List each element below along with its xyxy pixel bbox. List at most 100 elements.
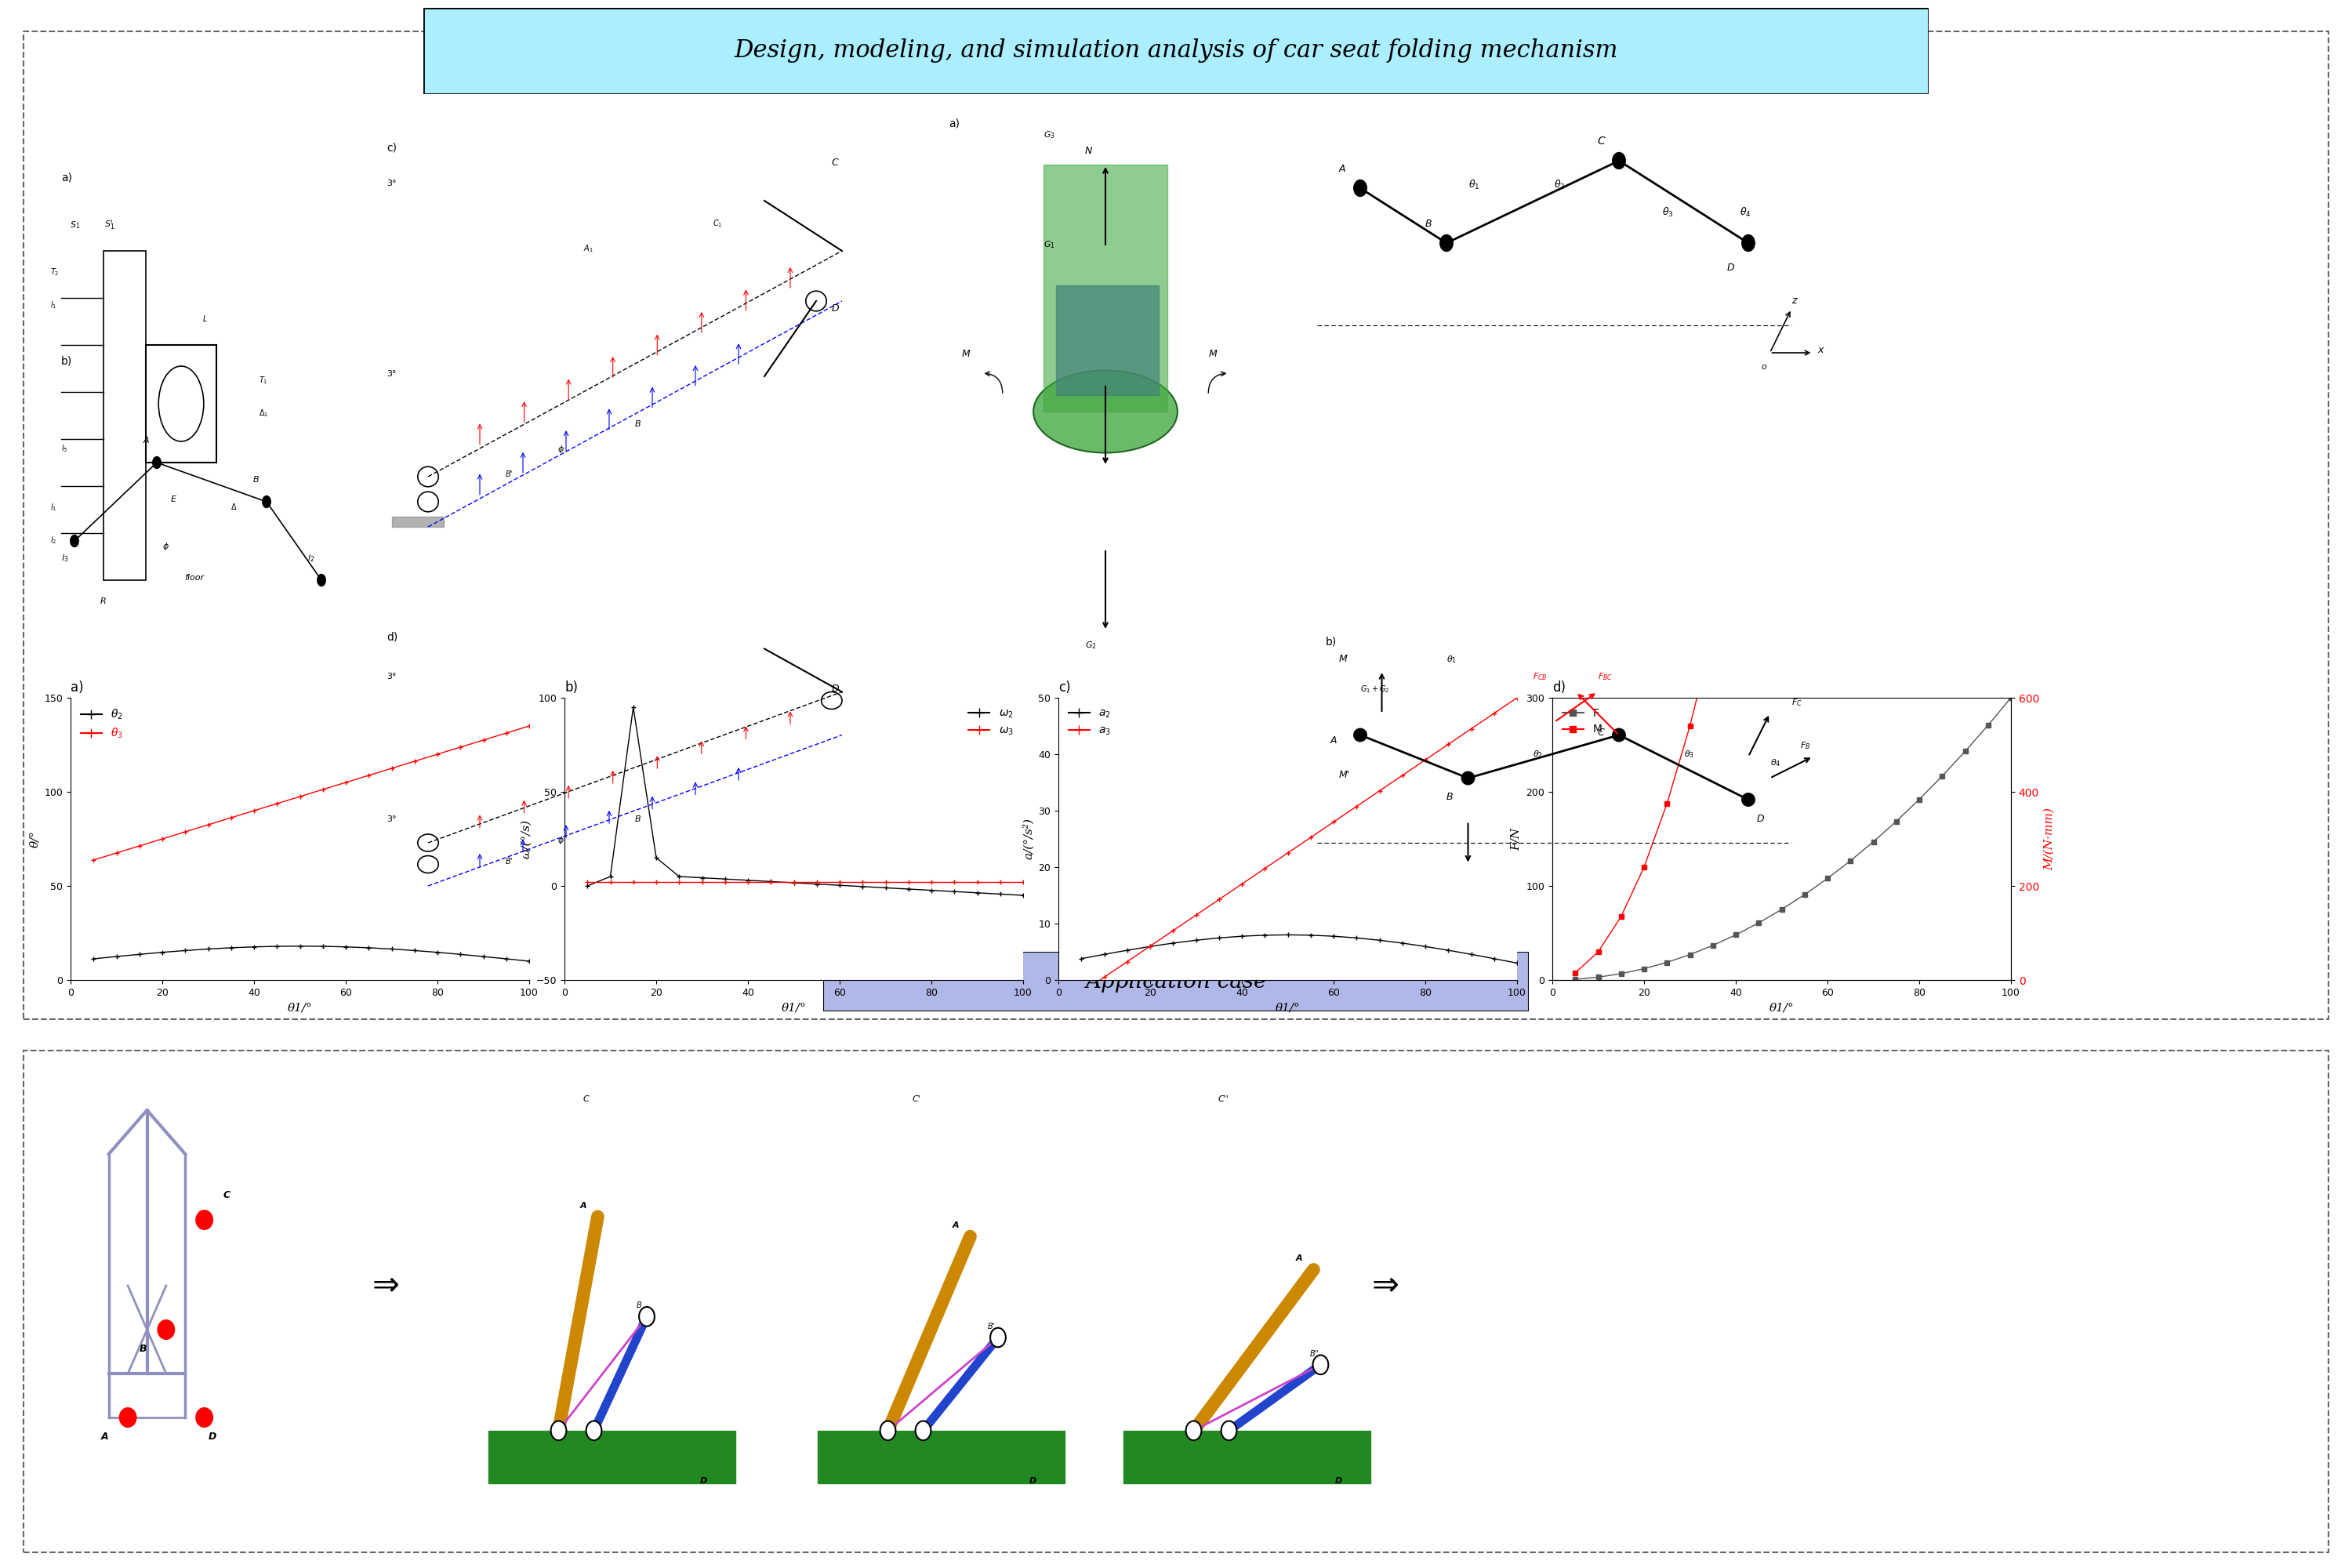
Text: $G_2$: $G_2$ bbox=[1084, 640, 1096, 651]
Text: $l_3$: $l_3$ bbox=[61, 554, 68, 563]
Legend: $\theta_2$, $\theta_3$: $\theta_2$, $\theta_3$ bbox=[75, 702, 127, 745]
Text: C: C bbox=[223, 1190, 230, 1201]
Circle shape bbox=[990, 1328, 1007, 1347]
Text: B: B bbox=[635, 1301, 642, 1309]
Text: $T_2$: $T_2$ bbox=[49, 267, 59, 278]
Text: A: A bbox=[1331, 735, 1336, 746]
Text: $S_1$: $S_1$ bbox=[71, 220, 80, 230]
Text: 3°: 3° bbox=[386, 370, 397, 378]
Y-axis label: F/N: F/N bbox=[1510, 828, 1522, 850]
Text: $F_{BC}$: $F_{BC}$ bbox=[1597, 671, 1613, 682]
Circle shape bbox=[1743, 235, 1755, 251]
Y-axis label: θ/°: θ/° bbox=[28, 831, 40, 847]
Bar bbox=[818, 1430, 1063, 1483]
Text: $\theta_4$: $\theta_4$ bbox=[1769, 757, 1780, 768]
Legend: $a_2$, $a_3$: $a_2$, $a_3$ bbox=[1063, 702, 1115, 742]
Text: 3°: 3° bbox=[386, 179, 397, 187]
Text: x: x bbox=[1818, 345, 1823, 356]
Circle shape bbox=[71, 535, 78, 547]
Text: $C_1$: $C_1$ bbox=[713, 218, 722, 229]
Text: $F_{CB}$: $F_{CB}$ bbox=[1534, 671, 1548, 682]
Circle shape bbox=[1312, 1355, 1329, 1375]
Text: $F_B$: $F_B$ bbox=[1799, 740, 1811, 751]
Text: 3°: 3° bbox=[386, 815, 397, 823]
Text: B': B' bbox=[506, 858, 513, 866]
Text: D: D bbox=[833, 684, 840, 695]
Text: $S_1'$: $S_1'$ bbox=[103, 220, 115, 232]
Text: M': M' bbox=[1338, 770, 1350, 781]
Circle shape bbox=[1613, 152, 1625, 169]
Text: D: D bbox=[207, 1432, 216, 1443]
Text: b): b) bbox=[564, 681, 579, 695]
Text: A: A bbox=[1296, 1254, 1303, 1262]
Bar bbox=[1044, 165, 1167, 411]
Text: $\theta_2$: $\theta_2$ bbox=[1534, 750, 1543, 759]
Text: $F_C$: $F_C$ bbox=[1792, 696, 1802, 707]
Text: $l_2$: $l_2$ bbox=[49, 535, 56, 546]
Text: $\theta_4$: $\theta_4$ bbox=[1740, 205, 1752, 220]
Text: $\theta_2$: $\theta_2$ bbox=[1555, 179, 1566, 191]
Circle shape bbox=[586, 1421, 602, 1441]
Text: $\phi$: $\phi$ bbox=[162, 541, 169, 552]
Bar bbox=[103, 251, 146, 580]
Text: floor: floor bbox=[183, 574, 205, 582]
Text: $\theta_3$: $\theta_3$ bbox=[1684, 750, 1693, 759]
Text: $L$: $L$ bbox=[202, 314, 207, 323]
Text: $G_1+G_2$: $G_1+G_2$ bbox=[1359, 684, 1390, 695]
Text: $\theta_3$: $\theta_3$ bbox=[1663, 205, 1675, 220]
Text: B: B bbox=[1425, 218, 1432, 229]
X-axis label: θ1/°: θ1/° bbox=[287, 1002, 313, 1013]
Circle shape bbox=[1743, 793, 1755, 806]
Text: $l_2$: $l_2$ bbox=[308, 554, 315, 563]
Text: ⇒: ⇒ bbox=[1371, 1270, 1399, 1301]
Text: Design, modeling, and simulation analysis of car seat folding mechanism: Design, modeling, and simulation analysi… bbox=[734, 39, 1618, 63]
Text: $\phi$: $\phi$ bbox=[557, 834, 564, 847]
Circle shape bbox=[195, 1210, 212, 1229]
Bar bbox=[1056, 285, 1160, 395]
Bar bbox=[393, 517, 445, 527]
Text: a): a) bbox=[948, 118, 960, 129]
Circle shape bbox=[120, 1408, 136, 1427]
Y-axis label: ω/(°/s): ω/(°/s) bbox=[520, 818, 532, 859]
Text: $l_1$: $l_1$ bbox=[49, 502, 56, 513]
Text: z: z bbox=[1792, 295, 1797, 306]
Text: b): b) bbox=[61, 356, 73, 367]
Bar bbox=[146, 345, 216, 463]
Text: $\Delta$: $\Delta$ bbox=[230, 502, 238, 511]
Text: B: B bbox=[635, 815, 642, 823]
Circle shape bbox=[195, 1408, 212, 1427]
Text: B'': B'' bbox=[1310, 1350, 1319, 1358]
Text: c): c) bbox=[386, 143, 397, 154]
Legend: F, M: F, M bbox=[1557, 702, 1606, 740]
Text: A: A bbox=[1338, 163, 1345, 174]
Ellipse shape bbox=[1033, 370, 1178, 453]
Circle shape bbox=[1439, 235, 1454, 251]
Circle shape bbox=[1613, 729, 1625, 742]
Text: ⇒: ⇒ bbox=[372, 1270, 400, 1301]
Text: B: B bbox=[254, 477, 259, 483]
Text: $\Delta_1$: $\Delta_1$ bbox=[259, 408, 268, 419]
Circle shape bbox=[1461, 771, 1475, 784]
Text: $\theta_1$: $\theta_1$ bbox=[1468, 179, 1479, 191]
Text: N: N bbox=[1084, 146, 1091, 157]
Legend: $\omega_2$, $\omega_3$: $\omega_2$, $\omega_3$ bbox=[964, 702, 1018, 742]
Text: a): a) bbox=[61, 172, 73, 183]
Text: d): d) bbox=[386, 632, 397, 643]
Text: B: B bbox=[139, 1344, 146, 1353]
Text: 3°: 3° bbox=[386, 673, 397, 681]
Text: M: M bbox=[962, 350, 969, 359]
Circle shape bbox=[158, 1320, 174, 1339]
Text: A: A bbox=[953, 1221, 960, 1229]
Circle shape bbox=[640, 1306, 654, 1327]
Text: C: C bbox=[583, 1094, 590, 1102]
Text: Application case: Application case bbox=[1084, 971, 1268, 993]
Text: $G_1$: $G_1$ bbox=[1044, 238, 1056, 249]
Text: B': B' bbox=[506, 470, 513, 478]
Circle shape bbox=[318, 574, 325, 586]
Text: $l_1$: $l_1$ bbox=[49, 299, 56, 310]
Text: M: M bbox=[1209, 350, 1216, 359]
Circle shape bbox=[1355, 180, 1367, 196]
Text: D: D bbox=[1757, 814, 1764, 823]
Text: A: A bbox=[101, 1432, 108, 1443]
Text: D: D bbox=[1336, 1477, 1343, 1485]
